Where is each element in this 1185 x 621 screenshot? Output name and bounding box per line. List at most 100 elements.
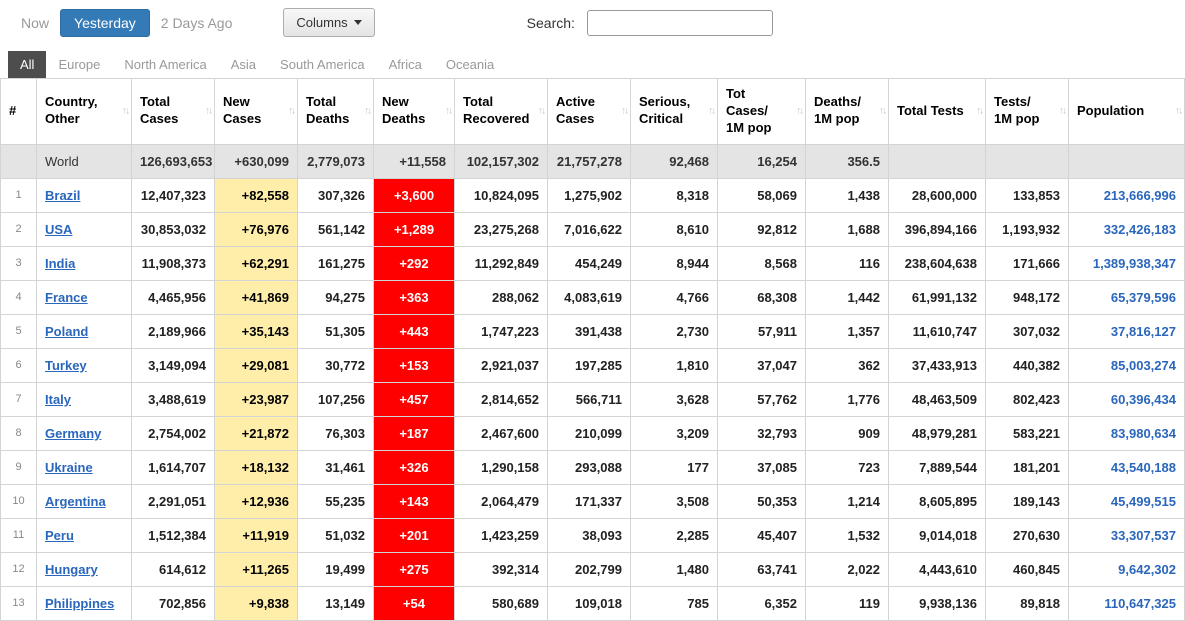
column-header-total-tests[interactable]: Total Tests ↑↓ — [888, 78, 986, 145]
population-cell: 213,666,996 — [1068, 177, 1185, 213]
column-header-label: Total Cases — [140, 94, 179, 127]
new-deaths-cell: +275 — [373, 551, 455, 587]
total-cases-cell: 30,853,032 — [131, 211, 215, 247]
population-cell: 110,647,325 — [1068, 585, 1185, 621]
column-header-deaths-1m-pop[interactable]: Deaths/ 1M pop ↑↓ — [805, 78, 889, 145]
column-header-active-cases[interactable]: Active Cases ↑↓ — [547, 78, 631, 145]
column-header-tests-1m-pop[interactable]: Tests/ 1M pop ↑↓ — [985, 78, 1069, 145]
row-rank: 1 — [0, 177, 37, 213]
total-tests-cell: 8,605,895 — [888, 483, 986, 519]
row-rank: 10 — [0, 483, 37, 519]
tests-per-1m-cell: 307,032 — [985, 313, 1069, 349]
country-link[interactable]: Hungary — [45, 561, 98, 577]
country-link[interactable]: India — [45, 255, 76, 271]
search-area: Search: — [527, 9, 773, 36]
now-button[interactable]: Now — [21, 14, 50, 31]
country-link[interactable]: Ukraine — [45, 459, 93, 475]
active-cases-cell: 202,799 — [547, 551, 631, 587]
two-days-ago-button[interactable]: 2 Days Ago — [160, 14, 233, 31]
sort-arrows-icon: ↑↓ — [621, 105, 629, 117]
column-header-serious-critical[interactable]: Serious, Critical ↑↓ — [630, 78, 718, 145]
tests-per-1m-cell: 583,221 — [985, 415, 1069, 451]
total-deaths-cell: 31,461 — [297, 449, 374, 485]
column-header-new-deaths[interactable]: New Deaths ↑↓ — [373, 78, 455, 145]
total-tests-cell: 396,894,166 — [888, 211, 986, 247]
total-tests-cell — [888, 143, 986, 179]
column-header-label: Serious, Critical — [639, 94, 691, 127]
country-link[interactable]: Poland — [45, 323, 89, 339]
country-link[interactable]: Peru — [45, 527, 74, 543]
cases-per-1m-cell: 57,762 — [717, 381, 806, 417]
total-recovered-cell: 10,824,095 — [454, 177, 548, 213]
column-header-label: Tests/ 1M pop — [994, 94, 1040, 127]
country-link[interactable]: Argentina — [45, 493, 106, 509]
column-header-total-deaths[interactable]: Total Deaths ↑↓ — [297, 78, 374, 145]
column-header-country-other[interactable]: Country, Other ↑↓ — [36, 78, 132, 145]
column-header-total-cases[interactable]: Total Cases ↑↓ — [131, 78, 215, 145]
row-rank: 8 — [0, 415, 37, 451]
country-link[interactable]: USA — [45, 221, 73, 237]
deaths-per-1m-cell: 1,214 — [805, 483, 889, 519]
total-recovered-cell: 1,290,158 — [454, 449, 548, 485]
cases-per-1m-cell: 45,407 — [717, 517, 806, 553]
tab-south-america[interactable]: South America — [280, 57, 365, 72]
columns-dropdown-button[interactable]: Columns — [283, 8, 375, 37]
serious-critical-cell: 8,944 — [630, 245, 718, 281]
country-link[interactable]: Germany — [45, 425, 102, 441]
total-cases-cell: 3,149,094 — [131, 347, 215, 383]
total-recovered-cell: 1,747,223 — [454, 313, 548, 349]
new-deaths-cell: +292 — [373, 245, 455, 281]
country-link[interactable]: Italy — [45, 391, 72, 407]
country-cell: India — [36, 245, 132, 281]
total-recovered-cell: 2,064,479 — [454, 483, 548, 519]
deaths-per-1m-cell: 356.5 — [805, 143, 889, 179]
serious-critical-cell: 177 — [630, 449, 718, 485]
search-input[interactable] — [586, 9, 773, 36]
total-recovered-cell: 288,062 — [454, 279, 548, 315]
country-row: 7 Italy 3,488,619 +23,987 107,256 +457 2,814,6… — [0, 381, 1185, 417]
population-cell — [1068, 143, 1185, 179]
deaths-per-1m-cell: 1,357 — [805, 313, 889, 349]
country-link[interactable]: Brazil — [45, 187, 81, 203]
tab-europe[interactable]: Europe — [58, 57, 101, 72]
yesterday-button[interactable]: Yesterday — [60, 8, 150, 37]
active-cases-cell: 454,249 — [547, 245, 631, 281]
row-rank — [0, 143, 37, 179]
cases-per-1m-cell: 68,308 — [717, 279, 806, 315]
cases-per-1m-cell: 50,353 — [717, 483, 806, 519]
country-row: 8 Germany 2,754,002 +21,872 76,303 +187 2,467,… — [0, 415, 1185, 451]
total-tests-cell: 61,991,132 — [888, 279, 986, 315]
total-recovered-cell: 2,814,652 — [454, 381, 548, 417]
caret-down-icon — [353, 20, 362, 25]
tab-all[interactable]: All — [8, 51, 47, 78]
tab-asia[interactable]: Asia — [230, 57, 257, 72]
table-header-row: # Country, Other ↑↓ Total Cases ↑↓ New Cases ↑… — [0, 78, 1185, 145]
population-cell: 37,816,127 — [1068, 313, 1185, 349]
column-header-tot-cases-1m-pop[interactable]: Tot Cases/ 1M pop ↑↓ — [717, 78, 806, 145]
cases-per-1m-cell: 32,793 — [717, 415, 806, 451]
sort-arrows-icon: ↑↓ — [122, 105, 130, 117]
active-cases-cell: 1,275,902 — [547, 177, 631, 213]
new-cases-cell: +11,919 — [214, 517, 298, 553]
country-row: 2 USA 30,853,032 +76,976 561,142 +1,289 23,275… — [0, 211, 1185, 247]
country-link[interactable]: Philippines — [45, 595, 115, 611]
column-header-new-cases[interactable]: New Cases ↑↓ — [214, 78, 298, 145]
sort-arrows-icon: ↑↓ — [288, 105, 296, 117]
country-link[interactable]: France — [45, 289, 88, 305]
total-deaths-cell: 76,303 — [297, 415, 374, 451]
total-recovered-cell: 11,292,849 — [454, 245, 548, 281]
row-rank: 9 — [0, 449, 37, 485]
tab-africa[interactable]: Africa — [388, 57, 422, 72]
tab-north-america[interactable]: North America — [124, 57, 207, 72]
country-cell: Peru — [36, 517, 132, 553]
total-recovered-cell: 1,423,259 — [454, 517, 548, 553]
total-deaths-cell: 51,305 — [297, 313, 374, 349]
total-deaths-cell: 51,032 — [297, 517, 374, 553]
tab-oceania[interactable]: Oceania — [445, 57, 495, 72]
total-deaths-cell: 94,275 — [297, 279, 374, 315]
column-header-population[interactable]: Population ↑↓ — [1068, 78, 1185, 145]
serious-critical-cell: 3,628 — [630, 381, 718, 417]
country-link[interactable]: Turkey — [45, 357, 87, 373]
column-header-total-recovered[interactable]: Total Recovered ↑↓ — [454, 78, 548, 145]
population-cell: 83,980,634 — [1068, 415, 1185, 451]
